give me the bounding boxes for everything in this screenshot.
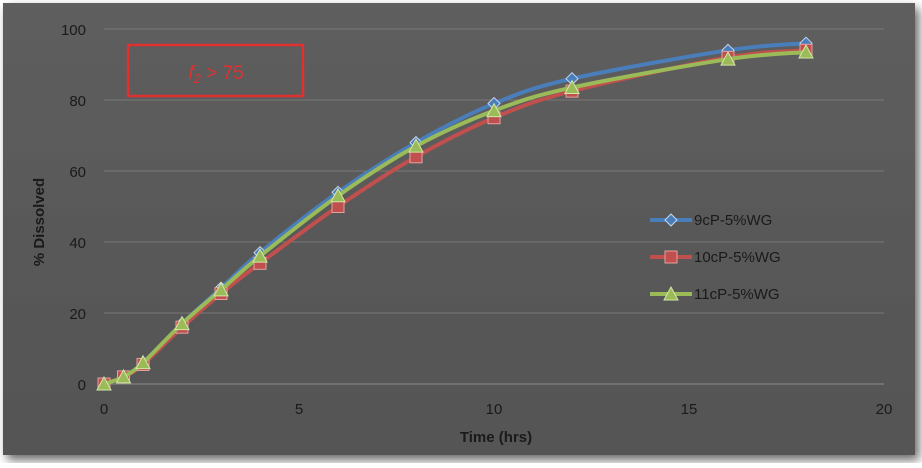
- legend-label: 10cP-5%WG: [694, 249, 781, 266]
- y-axis-label: % Dissolved: [31, 178, 48, 266]
- y-tick-label: 40: [69, 235, 86, 252]
- data-point: [135, 354, 151, 370]
- x-axis-label: Time (hrs): [460, 429, 532, 446]
- annotation-subscript: 2: [193, 71, 202, 86]
- legend-item[interactable]: 10cP-5%WG: [650, 249, 781, 266]
- x-tick-label: 5: [295, 401, 303, 418]
- legend-label: 11cP-5%WG: [694, 286, 780, 303]
- annotation-text: > 75: [201, 63, 244, 84]
- tick-labels: 0 20 40 60 80 100 0 5 10 15 20: [61, 22, 892, 418]
- data-point: [252, 248, 268, 263]
- y-tick-label: 20: [69, 306, 86, 323]
- legend[interactable]: 9cP-5%WG 10cP-5%WG 11cP-5%WG: [650, 212, 781, 303]
- x-tick-label: 20: [876, 401, 893, 418]
- data-point: [330, 187, 346, 203]
- svg-text:f2 > 75: f2 > 75: [188, 63, 243, 86]
- data-point: [564, 79, 580, 95]
- data-point: [408, 138, 424, 153]
- annotation-prefix: f: [188, 63, 195, 84]
- chart-background: [3, 3, 915, 455]
- legend-item[interactable]: 9cP-5%WG: [650, 212, 772, 229]
- legend-label: 9cP-5%WG: [694, 212, 772, 229]
- x-tick-label: 15: [681, 401, 698, 418]
- legend-marker: [664, 250, 678, 264]
- x-tick-label: 10: [486, 401, 503, 418]
- legend-marker: [663, 285, 679, 301]
- data-point: [96, 375, 112, 391]
- y-tick-label: 60: [69, 164, 86, 181]
- y-tick-label: 0: [78, 377, 86, 394]
- data-point: [174, 315, 190, 331]
- y-tick-label: 80: [69, 93, 86, 110]
- legend-item[interactable]: 11cP-5%WG: [650, 285, 780, 303]
- data-point: [115, 368, 132, 384]
- legend-marker: [664, 213, 678, 227]
- data-point: [720, 51, 736, 66]
- data-point: [486, 102, 502, 118]
- x-tick-label: 0: [100, 401, 108, 418]
- series-group: [96, 36, 814, 391]
- gridlines: [104, 28, 884, 314]
- series-3: [96, 44, 814, 391]
- data-point: [213, 281, 229, 297]
- data-point: [798, 44, 814, 59]
- annotation-box: f2 > 75: [126, 43, 305, 98]
- y-tick-label: 100: [61, 22, 86, 39]
